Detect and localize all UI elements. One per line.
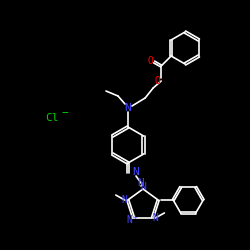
Text: N: N <box>122 195 128 205</box>
Text: N: N <box>132 167 140 177</box>
Text: Cl: Cl <box>45 113 59 123</box>
Text: −: − <box>62 108 68 118</box>
Text: +: + <box>132 214 137 220</box>
Text: N: N <box>152 213 158 223</box>
Text: N: N <box>127 215 132 225</box>
Text: N: N <box>140 182 146 192</box>
Text: N: N <box>124 103 132 113</box>
Text: O: O <box>154 76 160 86</box>
Text: N: N <box>138 178 144 188</box>
Text: O: O <box>147 56 153 66</box>
